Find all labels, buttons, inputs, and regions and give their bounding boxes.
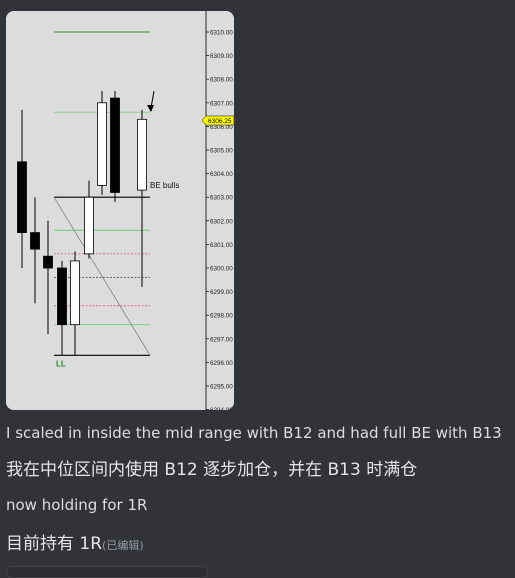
- y-tick-label: 6307.00: [210, 100, 233, 107]
- y-tick-label: 6298.00: [210, 313, 233, 320]
- annotation-ll: LL: [56, 359, 66, 368]
- y-tick-label: 6297.00: [210, 336, 233, 343]
- candle-body: [18, 162, 27, 233]
- message-text: 目前持有 1R: [6, 534, 102, 554]
- candle-body: [138, 119, 147, 190]
- candle-body: [85, 197, 94, 254]
- candlestick-chart: 6310.006309.006308.006307.006306.006305.…: [6, 11, 234, 410]
- y-tick-label: 6295.00: [210, 384, 233, 391]
- message-line: 目前持有 1R(已编辑): [6, 529, 144, 554]
- message-line: I scaled in inside the mid range with B1…: [6, 424, 502, 442]
- candle-body: [111, 98, 120, 192]
- y-tick-label: 6309.00: [210, 53, 233, 60]
- candle-body: [71, 261, 80, 325]
- y-tick-label: 6300.00: [210, 266, 233, 273]
- candle-body: [58, 268, 67, 325]
- y-tick-label: 6308.00: [210, 77, 233, 84]
- y-tick-label: 6301.00: [210, 242, 233, 249]
- chart-image[interactable]: 6310.00 6309.00 6308.00 6307.00 6306.00 6305.…: [6, 11, 234, 410]
- current-price-label: 6306.25: [208, 118, 232, 125]
- y-tick-label: 6296.00: [210, 360, 233, 367]
- y-tick-label: 6304.00: [210, 171, 233, 178]
- attachment-preview[interactable]: [6, 566, 208, 578]
- message-line: 我在中位区间内使用 B12 逐步加仓，并在 B13 时满仓: [6, 455, 417, 480]
- y-tick-label: 6299.00: [210, 289, 233, 296]
- candle-body: [31, 233, 40, 250]
- y-tick-label: 6303.00: [210, 195, 233, 202]
- annotation-be-bulls: BE bulls: [150, 181, 179, 190]
- y-tick-label: 6305.00: [210, 148, 233, 155]
- y-tick-label: 6294.00: [210, 407, 233, 410]
- y-tick-label: 6310.00: [210, 30, 233, 37]
- plot-background: [6, 11, 234, 410]
- y-tick-label: 6302.00: [210, 218, 233, 225]
- candle-body: [98, 103, 107, 186]
- edited-label: (已编辑): [102, 539, 144, 552]
- message-line: now holding for 1R: [6, 496, 147, 514]
- candle-body: [44, 256, 53, 268]
